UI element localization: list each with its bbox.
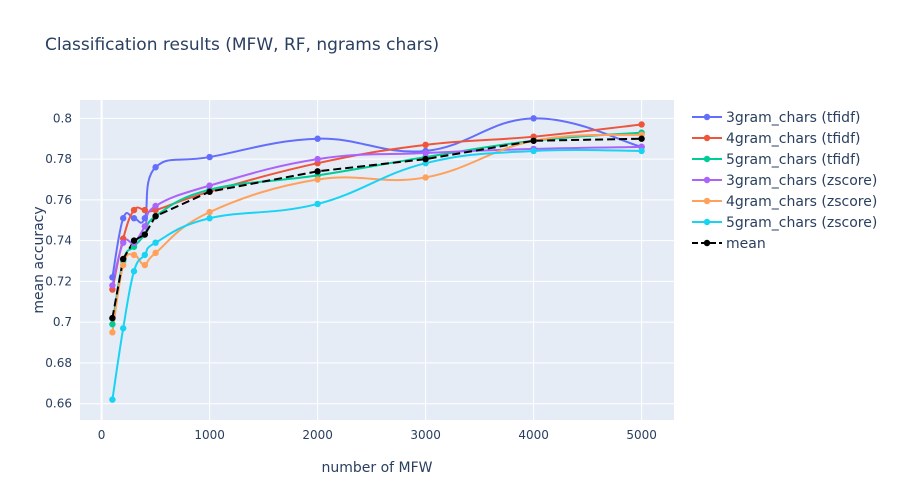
data-point: [206, 188, 213, 195]
legend-swatch-marker: [703, 113, 711, 121]
legend-swatch-marker: [703, 197, 711, 205]
x-axis-ticks: 0 1000 2000 3000 4000 5000: [98, 428, 657, 442]
chart-title: Classification results (MFW, RF, ngrams …: [45, 35, 439, 55]
data-point: [206, 215, 213, 222]
x-tick-label: 3000: [410, 428, 441, 442]
data-point: [152, 249, 159, 257]
legend-swatch-marker: [703, 218, 711, 226]
y-tick-label: 0.74: [45, 234, 72, 248]
x-axis-title: number of MFW: [321, 460, 432, 476]
data-point: [314, 176, 321, 183]
data-point: [120, 255, 127, 263]
series-points: [109, 115, 645, 403]
legend-item[interactable]: 5gram_chars (zscore): [692, 215, 877, 231]
y-tick-label: 0.76: [45, 193, 72, 207]
data-point: [422, 149, 429, 157]
data-point: [422, 141, 429, 149]
data-point: [206, 153, 213, 161]
legend-swatch-marker: [703, 176, 711, 184]
data-point: [120, 239, 127, 246]
data-point: [130, 237, 138, 244]
data-point: [109, 329, 116, 336]
legend-swatch-marker: [703, 134, 711, 142]
y-tick-label: 0.8: [53, 111, 72, 125]
y-tick-label: 0.66: [45, 397, 72, 411]
data-point: [141, 261, 148, 269]
data-point: [152, 202, 159, 210]
data-point: [314, 135, 321, 142]
x-tick-label: 2000: [302, 428, 333, 442]
data-point: [109, 274, 116, 281]
data-point: [638, 147, 645, 155]
legend-swatch-marker: [703, 239, 711, 247]
x-tick-label: 0: [98, 428, 106, 442]
grid: [80, 100, 674, 420]
data-point: [152, 239, 159, 246]
legend-label: 3gram_chars (tfidf): [726, 110, 860, 126]
data-point: [141, 251, 148, 259]
data-point: [206, 208, 213, 216]
data-point: [141, 215, 148, 222]
data-point: [638, 121, 645, 128]
legend-label: 3gram_chars (zscore): [726, 173, 877, 189]
data-point: [206, 182, 213, 189]
legend-item[interactable]: mean: [692, 236, 766, 252]
x-tick-label: 1000: [194, 428, 225, 442]
legend-item[interactable]: 3gram_chars (tfidf): [692, 110, 860, 126]
data-point: [422, 174, 429, 181]
data-point: [109, 396, 116, 403]
data-point: [152, 164, 159, 171]
data-point: [422, 155, 429, 163]
data-point: [120, 261, 127, 269]
legend-label: 5gram_chars (zscore): [726, 215, 877, 231]
y-axis-title: mean accuracy: [31, 206, 47, 313]
legend-item[interactable]: 4gram_chars (zscore): [692, 194, 877, 210]
data-point: [638, 135, 645, 142]
legend-label: 5gram_chars (tfidf): [726, 152, 860, 168]
data-point: [130, 215, 138, 222]
data-point: [141, 206, 148, 214]
data-point: [109, 321, 116, 328]
data-point: [141, 231, 148, 238]
legend[interactable]: 3gram_chars (tfidf) 4gram_chars (tfidf) 5g…: [692, 110, 877, 252]
data-point: [314, 200, 321, 208]
y-tick-label: 0.78: [45, 152, 72, 166]
data-point: [120, 215, 127, 222]
y-axis-ticks: 0.66 0.68 0.7 0.72 0.74 0.76 0.78 0.8: [45, 111, 72, 410]
legend-label: 4gram_chars (zscore): [726, 194, 877, 210]
data-point: [130, 206, 138, 214]
x-tick-label: 4000: [518, 428, 549, 442]
x-tick-label: 5000: [626, 428, 657, 442]
y-tick-label: 0.68: [45, 356, 72, 370]
y-tick-label: 0.7: [53, 315, 72, 329]
legend-item[interactable]: 3gram_chars (zscore): [692, 173, 877, 189]
legend-item[interactable]: 4gram_chars (tfidf): [692, 131, 860, 147]
legend-item[interactable]: 5gram_chars (tfidf): [692, 152, 860, 168]
data-point: [152, 212, 159, 220]
data-point: [130, 251, 138, 259]
data-point: [120, 325, 127, 332]
legend-swatch-marker: [703, 155, 711, 163]
data-point: [130, 268, 138, 275]
data-point: [530, 115, 537, 122]
data-point: [314, 168, 321, 175]
data-point: [109, 282, 116, 289]
legend-label: 4gram_chars (tfidf): [726, 131, 860, 147]
legend-label: mean: [726, 236, 766, 252]
data-point: [314, 155, 321, 163]
data-point: [530, 147, 537, 155]
data-point: [530, 137, 537, 144]
data-point: [141, 223, 148, 230]
y-tick-label: 0.72: [45, 274, 72, 288]
data-point: [109, 314, 116, 322]
series-line: [111, 137, 642, 319]
